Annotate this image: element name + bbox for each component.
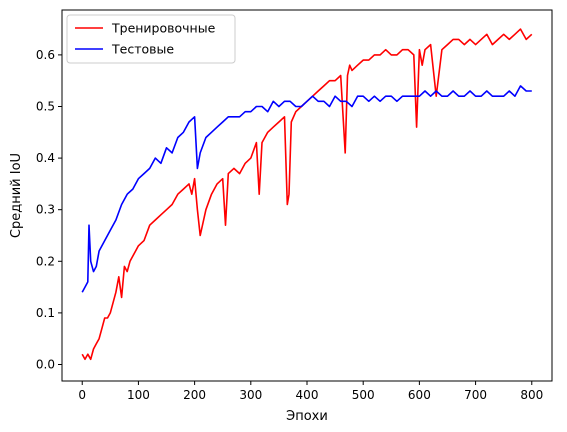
x-tick-label: 0 — [78, 388, 86, 402]
x-tick-label: 200 — [183, 388, 206, 402]
y-axis-ticks: 0.0 0.1 0.2 0.3 0.4 0.5 0.6 — [36, 48, 62, 371]
x-tick-label: 600 — [408, 388, 431, 402]
y-tick-label: 0.5 — [36, 99, 55, 113]
y-tick-label: 0.3 — [36, 203, 55, 217]
x-tick-label: 500 — [352, 388, 375, 402]
x-axis-label: Эпохи — [286, 409, 328, 424]
x-axis-ticks: 0 100 200 300 400 500 600 700 800 — [78, 381, 543, 402]
y-tick-label: 0.4 — [36, 151, 55, 165]
legend-label-test: Тестовые — [111, 42, 174, 57]
x-tick-label: 400 — [296, 388, 319, 402]
legend-label-train: Тренировочные — [111, 21, 216, 36]
x-tick-label: 700 — [464, 388, 487, 402]
series-line-train — [81, 28, 533, 361]
x-tick-label: 300 — [239, 388, 262, 402]
legend: Тренировочные Тестовые — [66, 14, 236, 64]
series-layer — [81, 28, 533, 361]
y-tick-label: 0.6 — [36, 48, 55, 62]
x-tick-label: 800 — [520, 388, 543, 402]
series-line-test — [81, 85, 532, 293]
y-tick-label: 0.0 — [36, 357, 55, 371]
x-tick-label: 100 — [127, 388, 150, 402]
y-tick-label: 0.1 — [36, 306, 55, 320]
legend-box — [66, 14, 236, 64]
y-tick-label: 0.2 — [36, 254, 55, 268]
y-axis-label: Средний IoU — [9, 153, 24, 238]
